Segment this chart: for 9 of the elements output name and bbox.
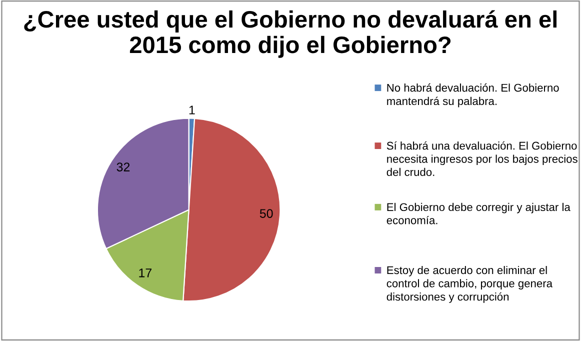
legend-label: El Gobierno debe corregir y ajustar la economía. bbox=[386, 202, 570, 224]
legend-label: No habrá devaluación. El Gobierno mantendrá su palabra. bbox=[387, 83, 559, 108]
data-label: 1 bbox=[189, 106, 195, 114]
legend-label: Estoy de acuerdo con eliminar el control de cambio, porque genera distorsiones y corrupción bbox=[386, 266, 553, 303]
legend-label: Sí habrá una devaluación. El Gobierno necesita ingresos por los bajos precios del crudo. bbox=[386, 141, 578, 176]
data-label: 17 bbox=[139, 268, 152, 278]
data-label: 50 bbox=[260, 209, 273, 218]
chart-title: ¿Cree usted que el Gobierno no devaluará en el 2015 como dijo el Gobierno? bbox=[24, 10, 557, 58]
data-label: 32 bbox=[116, 162, 130, 172]
